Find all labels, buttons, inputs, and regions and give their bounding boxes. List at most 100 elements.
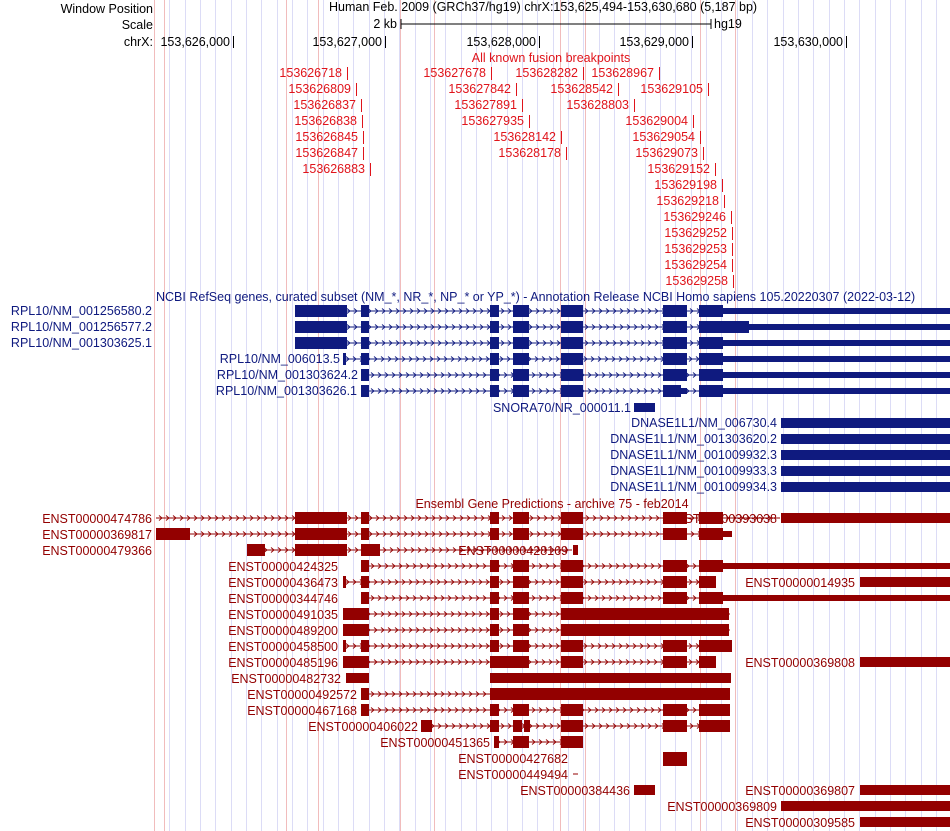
- exon-block[interactable]: [361, 305, 369, 317]
- exon-block[interactable]: [781, 801, 950, 811]
- exon-block[interactable]: [513, 353, 529, 365]
- exon-block[interactable]: [663, 385, 681, 397]
- exon-block[interactable]: [490, 560, 499, 572]
- exon-block[interactable]: [561, 385, 583, 397]
- exon-block[interactable]: [860, 657, 950, 667]
- exon-block[interactable]: [699, 640, 732, 652]
- exon-block[interactable]: [513, 305, 529, 317]
- exon-block[interactable]: [490, 353, 499, 365]
- breakpoint-tick[interactable]: [529, 115, 530, 128]
- breakpoint-tick[interactable]: [362, 115, 363, 128]
- exon-block[interactable]: [490, 576, 499, 588]
- exon-block[interactable]: [663, 752, 687, 766]
- exon-block[interactable]: [681, 388, 687, 394]
- exon-block[interactable]: [513, 528, 529, 540]
- exon-block[interactable]: [513, 592, 529, 604]
- exon-block[interactable]: [490, 512, 499, 524]
- breakpoint-tick[interactable]: [361, 99, 362, 112]
- exon-block[interactable]: [561, 656, 583, 668]
- exon-block[interactable]: [781, 418, 950, 428]
- exon-block[interactable]: [573, 545, 578, 555]
- exon-block[interactable]: [513, 720, 522, 732]
- exon-block[interactable]: [295, 337, 347, 349]
- exon-block[interactable]: [781, 466, 950, 476]
- exon-block[interactable]: [781, 513, 950, 523]
- breakpoint-tick[interactable]: [491, 67, 492, 80]
- exon-block[interactable]: [513, 385, 529, 397]
- exon-block[interactable]: [663, 369, 687, 381]
- exon-block[interactable]: [561, 305, 583, 317]
- exon-block[interactable]: [490, 592, 499, 604]
- exon-block[interactable]: [634, 785, 655, 795]
- exon-block[interactable]: [513, 576, 529, 588]
- exon-block[interactable]: [343, 656, 369, 668]
- exon-block[interactable]: [513, 369, 529, 381]
- exon-block[interactable]: [490, 720, 499, 732]
- exon-block[interactable]: [561, 528, 583, 540]
- exon-block[interactable]: [490, 688, 730, 700]
- exon-block[interactable]: [860, 785, 950, 795]
- exon-block[interactable]: [561, 592, 583, 604]
- exon-block[interactable]: [663, 528, 687, 540]
- exon-block[interactable]: [524, 720, 530, 732]
- exon-block[interactable]: [561, 608, 729, 620]
- breakpoint-tick[interactable]: [522, 99, 523, 112]
- exon-block[interactable]: [663, 305, 687, 317]
- breakpoint-tick[interactable]: [566, 147, 567, 160]
- exon-block[interactable]: [663, 353, 687, 365]
- exon-block[interactable]: [561, 720, 583, 732]
- exon-block[interactable]: [781, 482, 950, 492]
- exon-block[interactable]: [723, 595, 950, 601]
- exon-block[interactable]: [513, 337, 529, 349]
- exon-block[interactable]: [561, 640, 583, 652]
- breakpoint-tick[interactable]: [634, 99, 635, 112]
- exon-block[interactable]: [513, 608, 529, 620]
- exon-block[interactable]: [421, 720, 432, 732]
- breakpoint-tick[interactable]: [703, 147, 704, 160]
- exon-block[interactable]: [343, 576, 346, 588]
- exon-block[interactable]: [561, 512, 583, 524]
- exon-block[interactable]: [361, 369, 369, 381]
- exon-block[interactable]: [490, 704, 499, 716]
- exon-block[interactable]: [699, 656, 716, 668]
- exon-block[interactable]: [699, 720, 730, 732]
- exon-block[interactable]: [561, 576, 583, 588]
- exon-block[interactable]: [295, 512, 347, 524]
- exon-block[interactable]: [513, 704, 529, 716]
- exon-block[interactable]: [343, 640, 346, 652]
- exon-block[interactable]: [663, 656, 687, 668]
- exon-block[interactable]: [343, 353, 346, 365]
- exon-block[interactable]: [361, 528, 369, 540]
- exon-block[interactable]: [699, 369, 723, 381]
- exon-block[interactable]: [561, 337, 583, 349]
- exon-block[interactable]: [663, 576, 687, 588]
- breakpoint-tick[interactable]: [659, 67, 660, 80]
- exon-block[interactable]: [723, 563, 950, 569]
- exon-block[interactable]: [295, 321, 347, 333]
- breakpoint-tick[interactable]: [347, 67, 348, 80]
- breakpoint-tick[interactable]: [693, 115, 694, 128]
- exon-block[interactable]: [860, 577, 950, 587]
- exon-block[interactable]: [748, 324, 950, 330]
- exon-block[interactable]: [699, 321, 749, 333]
- exon-block[interactable]: [781, 450, 950, 460]
- exon-block[interactable]: [561, 624, 729, 636]
- exon-block[interactable]: [699, 337, 723, 349]
- exon-block[interactable]: [699, 528, 723, 540]
- exon-block[interactable]: [723, 372, 950, 378]
- breakpoint-tick[interactable]: [370, 163, 371, 176]
- exon-block[interactable]: [699, 576, 716, 588]
- exon-block[interactable]: [699, 592, 723, 604]
- exon-block[interactable]: [699, 512, 723, 524]
- breakpoint-tick[interactable]: [732, 227, 733, 240]
- exon-block[interactable]: [490, 337, 499, 349]
- breakpoint-tick[interactable]: [363, 131, 364, 144]
- exon-block[interactable]: [343, 608, 369, 620]
- breakpoint-tick[interactable]: [732, 243, 733, 256]
- exon-block[interactable]: [561, 321, 583, 333]
- exon-block[interactable]: [490, 321, 499, 333]
- exon-block[interactable]: [663, 640, 687, 652]
- breakpoint-tick[interactable]: [583, 67, 584, 80]
- exon-block[interactable]: [490, 673, 731, 683]
